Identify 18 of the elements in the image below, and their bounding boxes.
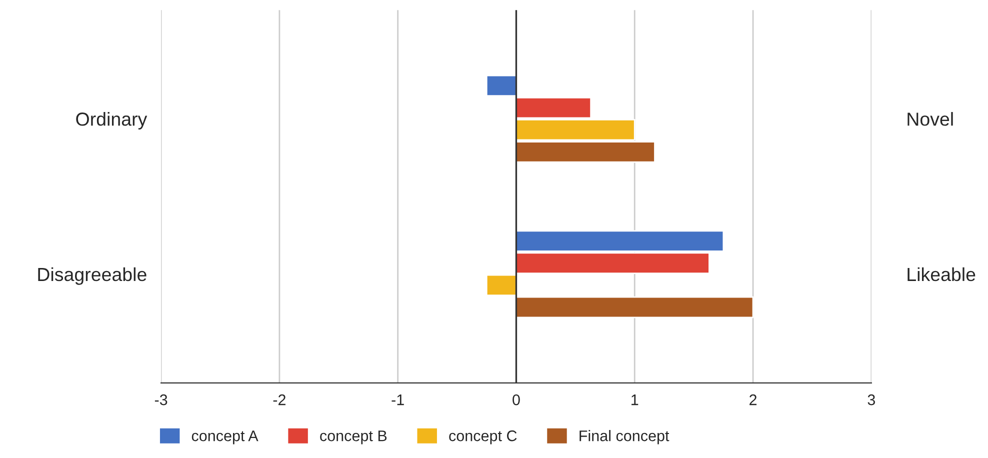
legend-label: concept B (320, 430, 387, 444)
y2-tick-label: Novel (908, 112, 953, 126)
legend-label: concept C (449, 430, 517, 444)
x-tick-label: -1 (392, 394, 404, 406)
x-tick-label: -3 (154, 394, 168, 406)
x-tick-label: -2 (273, 394, 286, 406)
x-tick-label: 3 (868, 394, 875, 406)
legend-label: Final concept (580, 430, 670, 444)
y2-tick-label: Likeable (908, 267, 976, 282)
x-tick-label: 1 (632, 394, 638, 406)
y-tick-label: Ordinary (76, 112, 148, 130)
legend-label: concept A (192, 430, 258, 444)
x-tick-label: 0 (512, 394, 520, 406)
y-tick-label: Disagreeable (38, 267, 146, 285)
x-tick-label: 2 (750, 394, 756, 406)
bar (516, 296, 754, 318)
bar (486, 74, 517, 97)
bar (486, 274, 517, 296)
